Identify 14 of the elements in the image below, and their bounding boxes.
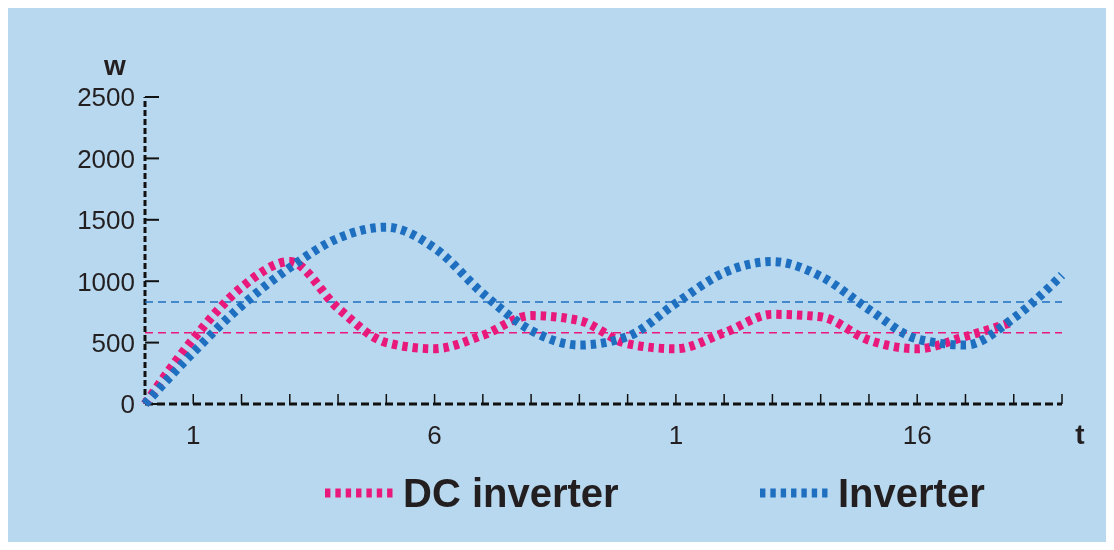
legend-label: DC inverter [403, 471, 619, 515]
x-tick-label: 1 [668, 420, 684, 450]
y-tick-label: 2500 [77, 82, 135, 113]
y-tick-label: 2000 [77, 143, 135, 174]
y-tick-label: 1000 [77, 266, 135, 297]
y-tick-label: 0 [120, 389, 135, 420]
x-tick-label: 6 [427, 420, 442, 450]
x-tick-label: 1 [186, 420, 201, 450]
legend-label: Inverter [838, 471, 985, 515]
y-axis-title: w [103, 50, 127, 81]
y-tick-label: 500 [91, 327, 135, 358]
x-axis-title: t [1075, 419, 1085, 450]
y-tick-label: 1500 [77, 205, 135, 236]
x-tick-label: 16 [902, 420, 932, 450]
